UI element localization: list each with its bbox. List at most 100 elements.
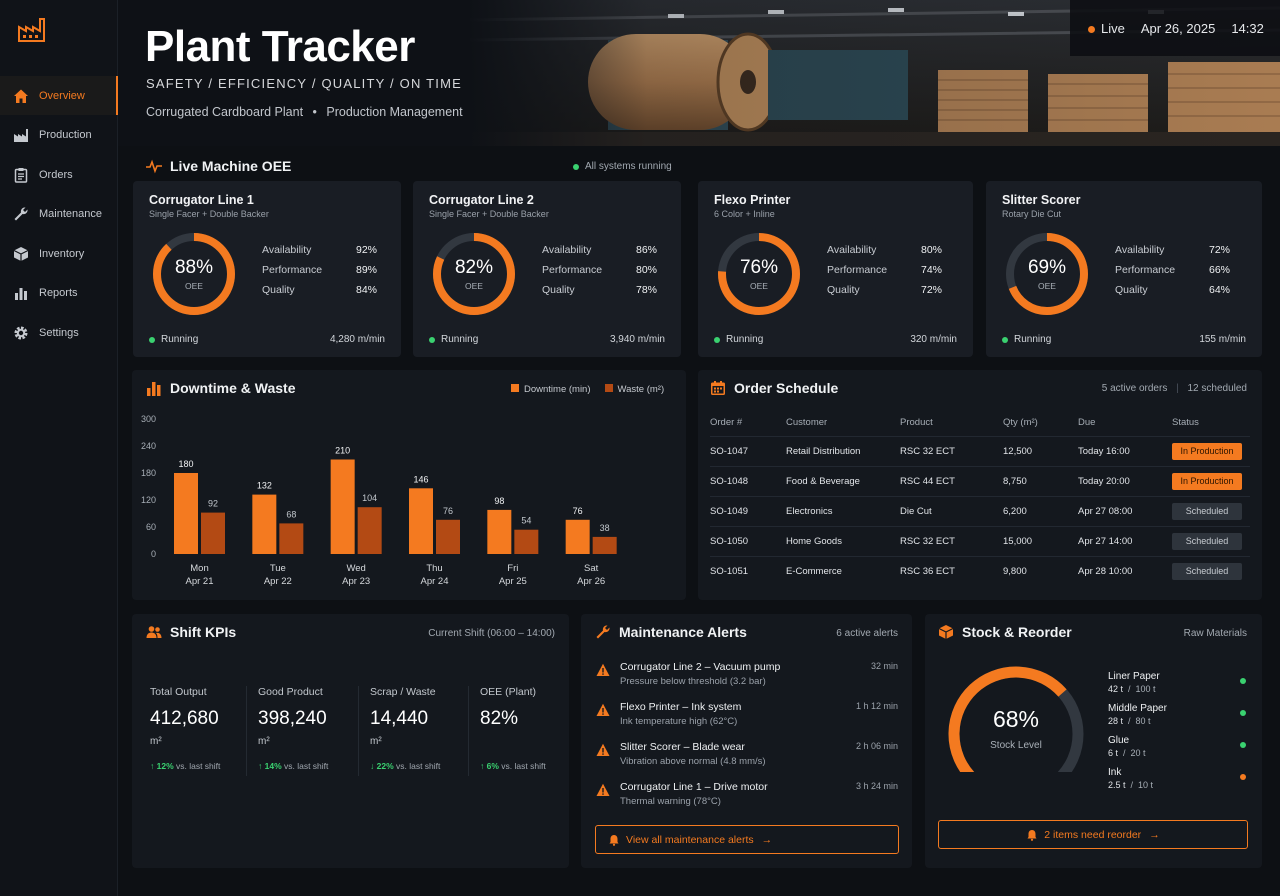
column-header[interactable]: Customer: [786, 417, 828, 429]
stock-item[interactable]: Middle Paper 28 t / 80 t: [1108, 703, 1248, 726]
oee-label: OEE: [185, 281, 203, 291]
bar-value-label: 104: [362, 493, 377, 503]
reorder-items-button[interactable]: 2 items need reorder →: [938, 820, 1248, 849]
stock-item[interactable]: Ink 2.5 t / 10 t: [1108, 767, 1248, 790]
x-tick-label: Sat: [584, 563, 599, 574]
alert-title: Corrugator Line 2 – Vacuum pump: [620, 661, 781, 673]
waste-bar[interactable]: [201, 512, 225, 554]
metric-availability: Availability 86%: [542, 244, 657, 256]
downtime-bar[interactable]: [252, 494, 277, 554]
stock-level-label: Stock Level: [990, 740, 1042, 751]
table-row[interactable]: SO-1050 Home Goods RSC 32 ECT 15,000 Apr 27 …: [710, 525, 1250, 556]
bell-icon: [609, 834, 619, 846]
y-tick-label: 0: [151, 549, 156, 559]
sidebar-item-settings[interactable]: Settings: [0, 313, 118, 352]
waste-bar[interactable]: [592, 536, 617, 554]
oee-system-status: All systems running: [573, 161, 672, 172]
table-row[interactable]: SO-1049 Electronics Die Cut 6,200 Apr 27 08:…: [710, 495, 1250, 526]
bell-icon: [1027, 829, 1037, 841]
downtime-bar[interactable]: [487, 509, 512, 554]
live-status: Live Apr 26, 2025 14:32: [1070, 0, 1280, 56]
machine-card[interactable]: Corrugator Line 1 Single Facer + Double B…: [133, 181, 401, 357]
order-id: SO-1050: [710, 525, 786, 556]
waste-bar[interactable]: [279, 523, 304, 554]
bar-value-label: 54: [521, 516, 531, 526]
sidebar-item-orders[interactable]: Orders: [0, 155, 118, 194]
status-badge: Scheduled: [1172, 502, 1242, 520]
downtime-chart: 0 60 120 180 240 300 180 92 Mon Apr 21 132 68 Tue Apr…: [141, 414, 617, 587]
column-header[interactable]: Product: [900, 417, 933, 429]
warning-icon: [596, 703, 610, 716]
kpi-unit: m²: [150, 736, 162, 747]
metric-label: Availability: [827, 244, 877, 256]
table-row[interactable]: SO-1047 Retail Distribution RSC 32 ECT 12,5…: [710, 435, 1250, 466]
sidebar-item-maintenance[interactable]: Maintenance: [0, 195, 118, 234]
stock-status-dot-icon: [1240, 742, 1246, 748]
waste-bar[interactable]: [357, 507, 382, 554]
column-header[interactable]: Status: [1172, 417, 1199, 429]
machine-subtitle: 6 Color + Inline: [714, 209, 775, 219]
sidebar-item-production[interactable]: Production: [0, 116, 118, 155]
stock-item-qty: 28 t / 80 t: [1108, 716, 1248, 726]
bar-value-label: 98: [494, 496, 504, 506]
maintenance-alert[interactable]: Slitter Scorer – Blade wear Vibration abo…: [596, 741, 898, 777]
column-header[interactable]: Due: [1078, 417, 1096, 429]
kpi-unit: [480, 736, 580, 747]
machine-status-text: Running: [726, 334, 764, 345]
stock-item-name: Glue: [1108, 735, 1130, 746]
order-product: RSC 36 ECT: [900, 555, 1003, 586]
x-tick-date: Apr 26: [577, 576, 605, 587]
legend-waste-label: Waste (m²): [617, 384, 665, 395]
machine-card[interactable]: Flexo Printer 6 Color + Inline 76% OEE Avail…: [698, 181, 973, 357]
kpi-delta-text: vs. last shift: [501, 761, 546, 771]
sidebar-item-overview[interactable]: Overview: [0, 76, 118, 115]
kpi-unit: m²: [370, 736, 382, 747]
machine-card[interactable]: Slitter Scorer Rotary Die Cut 69% OEE Availa…: [986, 181, 1262, 357]
downtime-bar[interactable]: [330, 459, 355, 555]
metric-value: 66%: [1208, 264, 1230, 276]
table-row[interactable]: SO-1048 Food & Beverage RSC 44 ECT 8,750 Tod…: [710, 465, 1250, 496]
x-tick-date: Apr 22: [264, 576, 292, 587]
table-row[interactable]: SO-1051 E-Commerce RSC 36 ECT 9,800 Apr 28 1…: [710, 555, 1250, 586]
metric-quality: Quality 78%: [542, 284, 657, 296]
stock-qty-value: 42 t: [1108, 684, 1124, 694]
table-header-row: Order # Customer Product Qty (m²) Due St…: [710, 410, 1250, 436]
legend-downtime: Downtime (min): [511, 384, 591, 395]
sidebar-item-inventory[interactable]: Inventory: [0, 234, 118, 273]
machine-rate: 155 m/min: [1199, 334, 1246, 345]
view-maintenance-alerts-button[interactable]: View all maintenance alerts →: [595, 825, 899, 854]
downtime-bar[interactable]: [565, 519, 590, 554]
kpi-delta-text: vs. last shift: [176, 761, 221, 771]
oee-title-text: Live Machine OEE: [170, 158, 292, 174]
sidebar-item-label: Orders: [39, 168, 73, 181]
stock-item[interactable]: Glue 6 t / 20 t: [1108, 735, 1248, 758]
oee-value: 69%: [1027, 257, 1067, 278]
machine-rate: 4,280 m/min: [329, 334, 385, 345]
column-header[interactable]: Order #: [710, 417, 743, 429]
alert-title: Corrugator Line 1 – Drive motor: [620, 781, 768, 793]
machine-card[interactable]: Corrugator Line 2 Single Facer + Double B…: [413, 181, 681, 357]
downtime-bar[interactable]: [409, 488, 433, 554]
bar-value-label: 76: [443, 506, 453, 516]
downtime-bar[interactable]: [174, 473, 198, 554]
factory-icon[interactable]: [18, 16, 46, 42]
maintenance-alert[interactable]: Flexo Printer – Ink system Ink temperatur…: [596, 701, 898, 737]
alert-description: Thermal warning (78°C): [620, 796, 721, 807]
order-id: SO-1051: [710, 555, 786, 586]
sidebar-item-reports[interactable]: Reports: [0, 274, 118, 313]
box-icon: [13, 246, 29, 262]
status-dot-icon: [573, 163, 579, 170]
stock-level-value: 68%: [992, 706, 1040, 732]
stock-item[interactable]: Liner Paper 42 t / 100 t: [1108, 671, 1248, 694]
machine-status-text: Running: [161, 334, 199, 345]
downtime-panel: [132, 370, 686, 600]
waste-bar[interactable]: [514, 529, 539, 554]
plant-module: Production Management: [326, 105, 463, 119]
stock-title-text: Stock & Reorder: [962, 624, 1072, 640]
order-status-cell: In Production: [1172, 465, 1250, 496]
column-header[interactable]: Qty (m²): [1003, 417, 1038, 429]
maintenance-alert[interactable]: Corrugator Line 1 – Drive motor Thermal w…: [596, 781, 898, 817]
orders-active-count: 5 active orders: [1101, 383, 1168, 394]
waste-bar[interactable]: [436, 519, 460, 554]
maintenance-alert[interactable]: Corrugator Line 2 – Vacuum pump Pressure …: [596, 661, 898, 697]
